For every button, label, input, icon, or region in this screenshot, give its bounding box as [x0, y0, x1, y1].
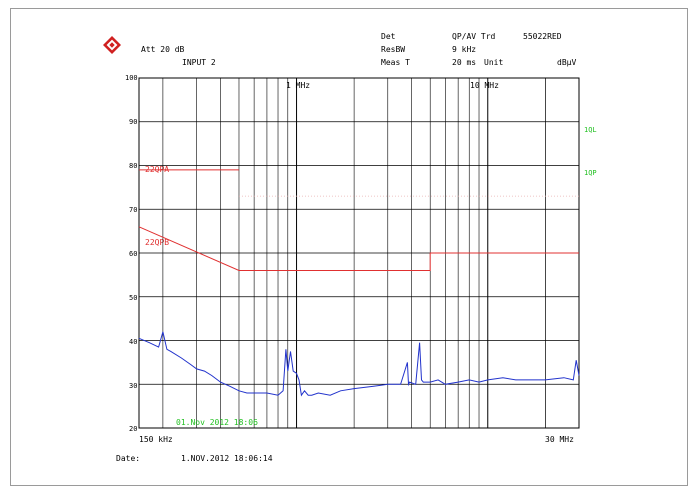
- sweep-timestamp: 01.Nov 2012 18:06: [176, 418, 258, 428]
- x-end-label: 30 MHz: [545, 435, 574, 445]
- date-value: 1.NOV.2012 18:06:14: [181, 454, 273, 464]
- date-label: Date:: [116, 454, 140, 464]
- x-start-label: 150 kHz: [139, 435, 173, 445]
- measurement-trace: [139, 332, 579, 395]
- limit-line-qpb: [139, 227, 579, 271]
